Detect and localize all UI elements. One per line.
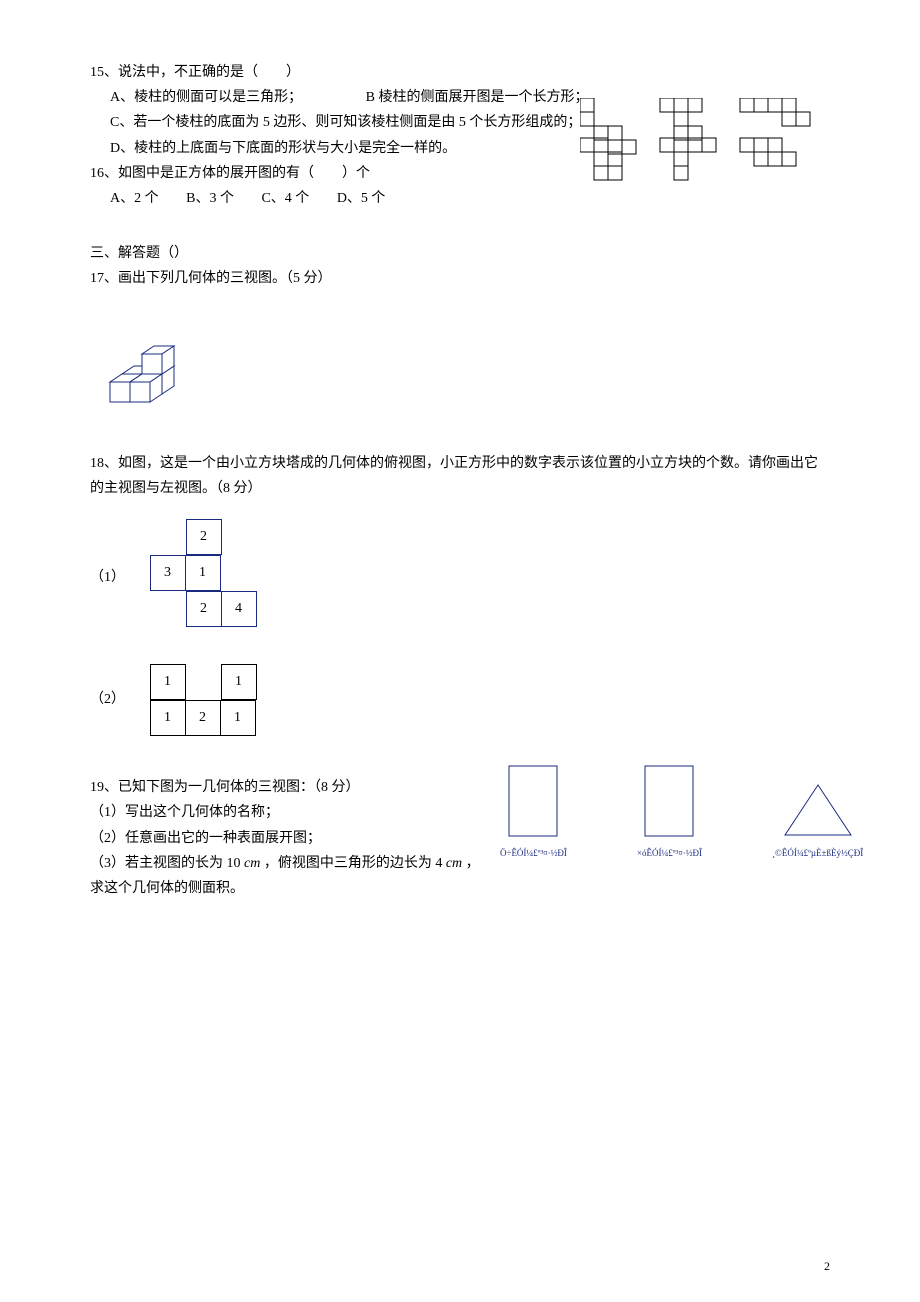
q19-p3: （3）若主视图的长为 10 cm ，俯视图中三角形的边长为 4 cm ，求这个几…	[90, 851, 490, 901]
q16-c: C、4 个	[261, 186, 309, 211]
q17-stem: 17、画出下列几何体的三视图。（5 分）	[90, 266, 830, 291]
q19-front-view	[508, 765, 558, 837]
q19-p3b: ，俯视图中三角形的边长为 4	[260, 856, 446, 871]
q16-nets	[580, 98, 830, 197]
q19-p1: （1）写出这个几何体的名称；	[90, 800, 490, 825]
q19-left-view	[644, 765, 694, 837]
q18-fig1: 23124	[150, 519, 257, 636]
q19-views: Ö÷ÊÓÍ¼£º³¤·½ÐÎ ×óÊÓÍ¼£º³¤·½ÐÎ ¸©ÊÓÍ¼£ºµÈ…	[500, 765, 863, 861]
q17-figure	[100, 302, 830, 431]
q19-stem: 19、已知下图为一几何体的三视图：（8 分）	[90, 775, 490, 800]
q19-front-label: Ö÷ÊÓÍ¼£º³¤·½ÐÎ	[500, 845, 567, 861]
q19-unit2: cm	[446, 856, 462, 871]
q18-fig1-label: （1）	[90, 565, 150, 590]
q19-top-label: ¸©ÊÓÍ¼£ºµÈ±ßÈý½ÇÐÎ	[772, 845, 863, 861]
section3-title: 三、解答题（）	[90, 241, 830, 266]
q18-fig2-label: （2）	[90, 687, 150, 712]
q19-left-label: ×óÊÓÍ¼£º³¤·½ÐÎ	[637, 845, 702, 861]
q19-top-view	[783, 783, 853, 837]
q19-p3a: （3）若主视图的长为 10	[90, 856, 244, 871]
q19-unit1: cm	[244, 856, 260, 871]
q19-p2: （2）任意画出它的一种表面展开图；	[90, 826, 490, 851]
q18-fig2: 11121	[150, 664, 256, 735]
q15-stem: 15、说法中，不正确的是（ ）	[90, 60, 830, 85]
q16-b: B、3 个	[186, 186, 234, 211]
page-number: 2	[824, 1256, 830, 1278]
q15-a-text: A、棱柱的侧面可以是三角形；	[110, 90, 302, 105]
q16-a: A、2 个	[110, 186, 159, 211]
q18-stem: 18、如图，这是一个由小立方块塔成的几何体的俯视图，小正方形中的数字表示该位置的…	[90, 451, 830, 501]
q15-b-text: B 棱柱的侧面展开图是一个长方形；	[366, 85, 589, 110]
q16-d: D、5 个	[337, 186, 386, 211]
